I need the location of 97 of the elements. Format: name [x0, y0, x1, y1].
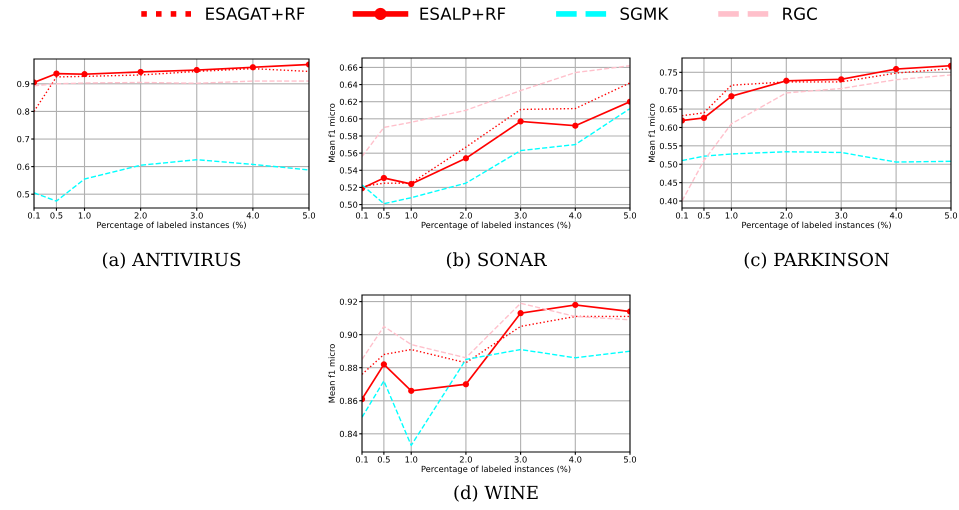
x-axis-title: Percentage of labeled instances (%)	[97, 222, 246, 230]
point	[783, 78, 790, 84]
point	[462, 155, 470, 162]
point	[700, 114, 708, 122]
y-tick-label: 0.50	[340, 202, 358, 208]
point	[838, 76, 844, 82]
legend-label: ESAGAT+RF	[206, 7, 305, 20]
y-tick-label: 0.75	[660, 69, 678, 76]
y-tick-label: 0.62	[340, 98, 357, 105]
y-tick-label: 0.56	[340, 150, 358, 156]
line-series	[34, 159, 309, 202]
y-tick-label: 0.60	[660, 124, 678, 131]
y-tick-label: 0.40	[660, 198, 678, 204]
x-tick-label: 2.0	[780, 212, 792, 219]
y-tick-label: 0.54	[340, 167, 358, 174]
point	[517, 118, 524, 125]
x-tick-label: 1.0	[406, 212, 418, 219]
x-tick-label: 2.0	[134, 212, 147, 219]
y-axis-title: Mean f1 micro	[648, 104, 655, 162]
y-tick-label: 0.90	[340, 332, 358, 338]
x-axis-title: Percentage of labeled instances (%)	[422, 466, 570, 474]
y-tick-label: 0.6	[17, 164, 30, 170]
x-tick-label: 3.0	[514, 212, 527, 219]
legend-label: SGMK	[620, 7, 669, 20]
x-tick-label: 0.1	[676, 212, 688, 219]
point	[572, 302, 578, 308]
y-tick-label: 0.7	[17, 136, 30, 142]
line-series	[362, 65, 630, 158]
point	[194, 66, 200, 74]
point	[138, 68, 144, 76]
y-tick-label: 0.64	[340, 82, 358, 88]
x-tick-label: 2.0	[460, 212, 472, 219]
y-tick-label: 0.66	[340, 64, 358, 71]
text: (d) WINE	[454, 485, 538, 502]
text: (a) ANTIVIRUS	[102, 252, 240, 269]
x-tick-label: 1.0	[406, 456, 418, 463]
y-tick-label: 0.50	[660, 161, 678, 168]
x-tick-label: 0.5	[378, 456, 390, 463]
point	[572, 122, 578, 129]
point	[728, 93, 735, 100]
line-series	[362, 302, 630, 360]
legend-label: ESALP+RF	[420, 7, 506, 20]
x-tick-label: 4.0	[246, 212, 259, 219]
x-tick-label: 3.0	[514, 456, 527, 463]
x-tick-label: 4.0	[890, 212, 902, 219]
y-tick-label: 0.55	[660, 142, 678, 150]
line-series	[362, 108, 630, 204]
x-tick-label: 5.0	[624, 456, 636, 463]
x-tick-label: 5.0	[303, 212, 316, 219]
x-axis-title: Percentage of labeled instances (%)	[422, 222, 570, 230]
x-tick-label: 1.0	[78, 212, 91, 219]
point	[53, 70, 60, 77]
point	[380, 174, 388, 182]
point	[81, 71, 88, 78]
x-tick-label: 1.0	[726, 212, 738, 219]
point	[250, 64, 256, 70]
x-tick-label: 0.5	[378, 212, 390, 219]
x-tick-label: 0.1	[28, 212, 40, 219]
x-tick-label: 0.5	[50, 212, 62, 219]
x-tick-label: 3.0	[835, 212, 848, 219]
y-tick-label: 0.88	[340, 364, 358, 371]
y-tick-label: 0.5	[17, 191, 30, 198]
x-tick-label: 4.0	[569, 212, 582, 219]
y-tick-label: 0.52	[340, 184, 357, 191]
point	[462, 381, 470, 388]
y-tick-label: 0.84	[340, 430, 358, 438]
y-tick-label: 0.9	[17, 80, 30, 88]
line-series	[682, 151, 951, 163]
x-tick-label: 5.0	[945, 212, 958, 219]
x-tick-label: 0.1	[356, 212, 368, 219]
y-tick-label: 0.8	[17, 108, 30, 115]
x-tick-label: 2.0	[460, 456, 472, 463]
x-tick-label: 0.5	[698, 212, 710, 219]
point	[408, 180, 414, 188]
x-axis-title: Percentage of labeled instances (%)	[742, 222, 891, 230]
text: (b) SONAR	[446, 252, 547, 269]
y-tick-label: 0.86	[340, 398, 358, 404]
y-tick-label: 0.60	[340, 116, 358, 122]
y-tick-label: 0.58	[340, 132, 358, 140]
y-tick-label: 0.70	[660, 88, 678, 94]
point	[517, 310, 524, 316]
y-tick-label: 0.65	[660, 106, 678, 112]
x-tick-label: 5.0	[624, 212, 636, 219]
point	[892, 66, 900, 72]
y-axis-title: Mean f1 micro	[328, 344, 335, 402]
x-tick-label: 4.0	[569, 456, 582, 463]
x-tick-label: 3.0	[190, 212, 203, 219]
x-tick-label: 0.1	[356, 456, 368, 463]
point	[408, 388, 414, 394]
line-series	[362, 348, 630, 446]
y-tick-label: 0.92	[340, 298, 357, 305]
point	[380, 361, 388, 368]
legend-label: RGC	[783, 7, 817, 20]
y-tick-label: 0.45	[660, 180, 678, 186]
text: (c) PARKINSON	[744, 252, 889, 269]
y-axis-title: Mean f1 micro	[328, 104, 335, 162]
line-series	[682, 74, 951, 202]
